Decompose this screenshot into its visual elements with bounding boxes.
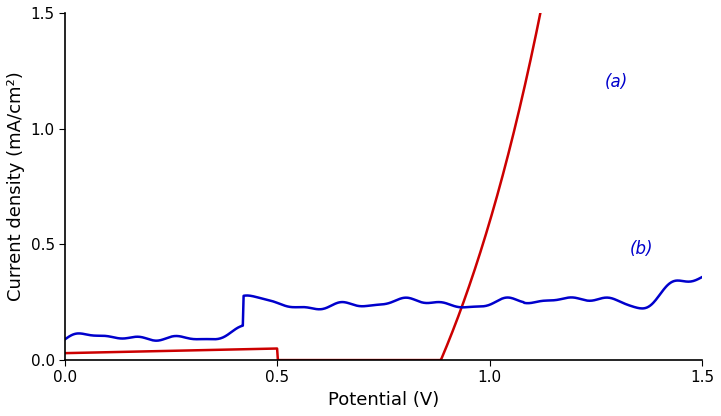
Y-axis label: Current density (mA/cm²): Current density (mA/cm²) [7, 72, 25, 301]
Text: (b): (b) [630, 240, 653, 258]
Text: (a): (a) [604, 73, 627, 91]
X-axis label: Potential (V): Potential (V) [328, 391, 439, 409]
